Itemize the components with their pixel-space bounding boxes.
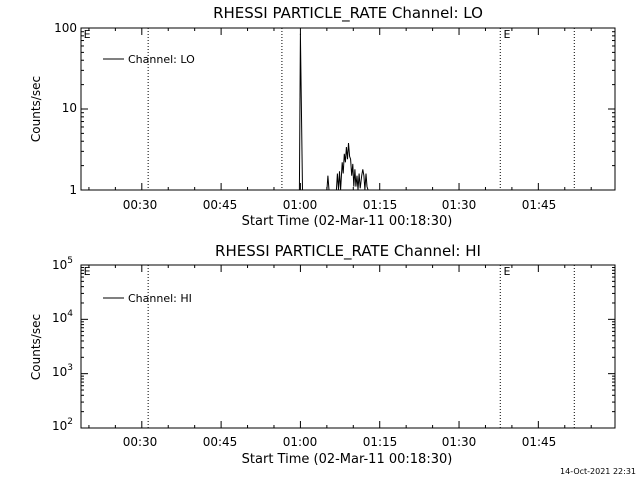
panel-lo: RHESSI PARTICLE_RATE Channel: LO 1 10 10… [29,4,616,229]
eclipse-mark: E [503,28,510,41]
x-tick-label: 01:45 [522,198,557,212]
x-tick-label: 00:30 [123,198,158,212]
x-axis-label-lo: Start Time (02-Mar-11 00:18:30) [242,214,453,229]
y-tick-exponent: 5 [67,256,73,266]
legend-hi: Channel: HI [103,292,192,305]
x-axis-label-hi: Start Time (02-Mar-11 00:18:30) [242,452,453,467]
chart-title-lo: RHESSI PARTICLE_RATE Channel: LO [213,4,483,23]
y-tick-label: 1 [69,183,77,197]
y-axis-label-hi: Counts/sec [29,314,43,380]
x-tick-label: 00:30 [123,435,158,449]
panel-hi: RHESSI PARTICLE_RATE Channel: HI 102 103… [29,242,616,467]
y-tick-exponent: 4 [67,309,73,319]
event-markers-hi [147,265,575,428]
legend-label-hi: Channel: HI [128,292,192,305]
x-tick-label: 01:15 [363,435,398,449]
event-markers-lo [147,28,575,190]
y-tick-label: 104 [52,309,73,325]
y-tick-exponent: 2 [67,417,73,427]
y-tick-label: 105 [52,256,73,272]
y-tick-label: 100 [54,21,77,35]
timestamp: 14-Oct-2021 22:31 [560,467,636,476]
x-axis-hi: 00:30 00:45 01:00 01:15 01:30 01:45 [123,435,557,449]
y-tick-label: 103 [52,363,73,379]
legend-lo: Channel: LO [103,53,195,66]
legend-label-lo: Channel: LO [128,53,195,66]
y-axis-lo: 1 10 100 [54,21,77,197]
y-tick-base: 10 [52,365,67,379]
eclipse-mark: E [84,28,91,41]
plot-frame-hi [80,264,616,429]
y-tick-exponent: 3 [67,363,73,373]
grid-lo [81,27,615,191]
y-tick-base: 10 [52,258,67,272]
series-lo [298,33,370,191]
x-tick-label: 01:00 [283,198,318,212]
eclipse-mark: E [84,265,91,278]
y-axis-label-lo: Counts/sec [29,76,43,142]
series-line [298,33,370,191]
x-tick-label: 00:45 [203,435,238,449]
y-tick-label: 10 [62,101,77,115]
x-tick-label: 01:45 [522,435,557,449]
y-tick-base: 10 [52,311,67,325]
eclipse-mark: E [503,265,510,278]
x-tick-label: 00:45 [203,198,238,212]
x-tick-label: 01:00 [283,435,318,449]
y-axis-hi: 102 103 104 105 [52,256,73,433]
x-tick-label: 01:30 [442,198,477,212]
x-tick-label: 01:15 [363,198,398,212]
y-tick-label: 102 [52,417,73,433]
x-axis-lo: 00:30 00:45 01:00 01:15 01:30 01:45 [123,198,557,212]
x-tick-label: 01:30 [442,435,477,449]
y-tick-base: 10 [52,419,67,433]
chart-title-hi: RHESSI PARTICLE_RATE Channel: HI [215,242,481,261]
grid-hi [81,264,615,429]
